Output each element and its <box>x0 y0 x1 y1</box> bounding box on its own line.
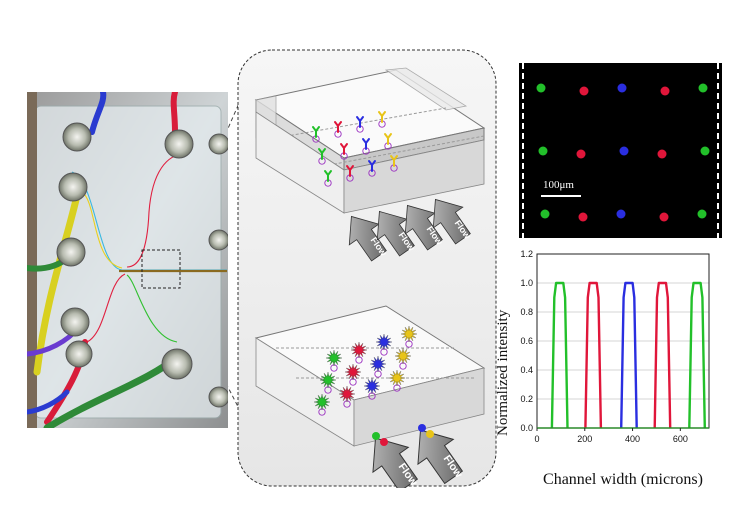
cell-array-top <box>312 111 398 187</box>
x-tick-label: 0 <box>534 434 539 444</box>
microchannels <box>71 153 227 343</box>
cell-yellow <box>394 347 412 365</box>
cell-spot-green <box>540 209 550 219</box>
flowing-cell <box>372 432 380 440</box>
cell-red <box>350 341 368 359</box>
series-peak-red-2 <box>584 281 603 429</box>
device-photo <box>27 92 228 428</box>
flow-arrows-bottom: Flow Flow <box>358 424 465 488</box>
cell-blue <box>363 377 381 395</box>
y-tick-label: 1.2 <box>520 249 533 259</box>
zoom-region-box <box>141 249 181 289</box>
flow-arrow[interactable]: Flow <box>358 426 428 488</box>
cell-red <box>338 385 356 403</box>
cell-spot-green <box>697 209 707 219</box>
antibody-green <box>312 126 320 138</box>
x-tick-labels: 0 200 400 600 <box>534 428 688 444</box>
cell-spot-green <box>700 146 710 156</box>
y-tick-label: 0.0 <box>520 423 533 433</box>
channel-block-bottom <box>254 305 486 447</box>
cell-spot-green <box>698 83 708 93</box>
y-tick-label: 0.8 <box>520 307 533 317</box>
cell-spot-blue <box>617 83 627 93</box>
antibody-yellow <box>390 155 398 167</box>
channel-schematic: Flow Flow Flow Flow Flow Flow <box>237 49 497 488</box>
cell-blue <box>375 333 393 351</box>
cell-blue <box>369 355 387 373</box>
cell-spot-green <box>538 146 548 156</box>
intensity-chart: 0.0 0.2 0.4 0.6 0.8 1.0 1.2 0 200 400 600 Normali… <box>495 249 710 488</box>
antibody-yellow <box>384 133 392 145</box>
cell-array-bottom <box>313 325 418 416</box>
flowing-cell <box>380 438 388 446</box>
antibody-green <box>318 148 326 160</box>
cell-spot-red <box>579 86 589 96</box>
y-tick-label: 0.6 <box>520 336 533 346</box>
x-tick-label: 600 <box>673 434 688 444</box>
cell-spots <box>536 83 710 222</box>
antibody-red <box>346 165 354 177</box>
antibody-yellow <box>378 111 386 123</box>
antibody-blue <box>368 160 376 172</box>
series-peak-red-4 <box>653 281 672 429</box>
cell-spot-red <box>657 149 667 159</box>
series-peak-green-1 <box>550 281 569 429</box>
cell-spot-red <box>660 86 670 96</box>
cell-red <box>344 363 362 381</box>
inlet-ports <box>56 122 228 408</box>
cell-green <box>319 371 337 389</box>
antibody-green <box>324 170 332 182</box>
cell-spot-blue <box>619 146 629 156</box>
scale-bar-label: 100μm <box>543 179 574 191</box>
cell-spot-red <box>576 149 586 159</box>
y-axis-title: Normalized intensity <box>495 309 511 436</box>
antibody-red <box>334 121 342 133</box>
cell-yellow <box>400 325 418 343</box>
x-tick-label: 400 <box>625 434 640 444</box>
series-peak-blue-3 <box>620 281 638 429</box>
x-tick-label: 200 <box>577 434 592 444</box>
flowing-cell <box>418 424 426 432</box>
fluorescence-micrograph: 100μm <box>519 63 722 238</box>
cell-spot-blue <box>616 209 626 219</box>
cell-spot-green <box>536 83 546 93</box>
cell-green <box>325 349 343 367</box>
antibody-red <box>340 143 348 155</box>
x-axis-title: Channel width (microns) <box>543 471 703 488</box>
y-tick-label: 0.4 <box>520 365 533 375</box>
antibody-blue <box>356 116 364 128</box>
y-tick-labels: 0.0 0.2 0.4 0.6 0.8 1.0 1.2 <box>520 249 533 433</box>
series-peak-green-5 <box>688 281 706 429</box>
antibody-blue <box>362 138 370 150</box>
channel-block-top <box>254 67 486 214</box>
y-tick-label: 1.0 <box>520 278 533 288</box>
y-tick-label: 0.2 <box>520 394 533 404</box>
flowing-cell <box>426 430 434 438</box>
chart-series <box>537 281 709 429</box>
cell-yellow <box>388 369 406 387</box>
cell-green <box>313 393 331 411</box>
cell-spot-red <box>659 212 669 222</box>
cell-spot-red <box>578 212 588 222</box>
